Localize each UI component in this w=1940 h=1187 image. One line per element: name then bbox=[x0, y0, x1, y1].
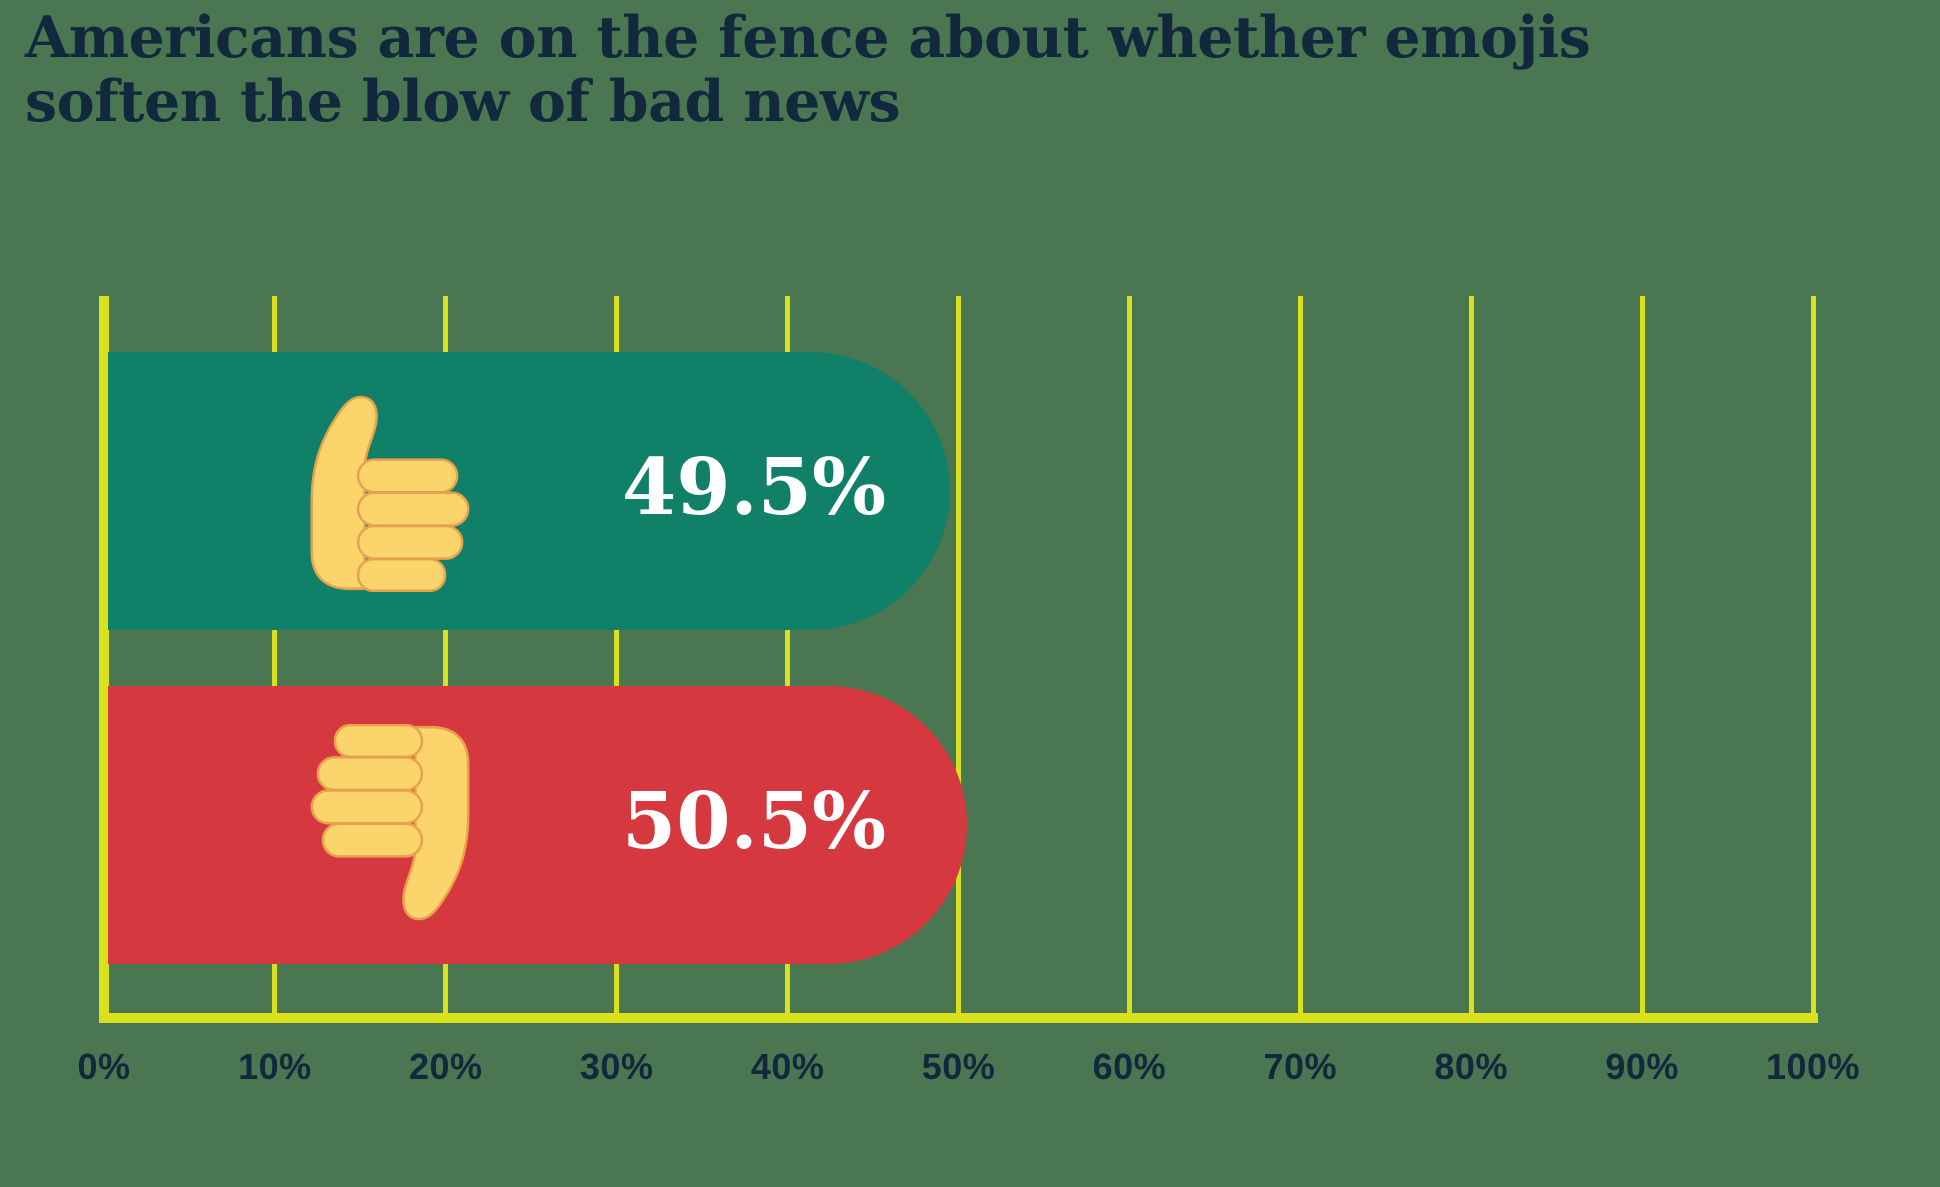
bar-thumbs-down: 50.5% bbox=[108, 686, 968, 964]
gridline bbox=[1297, 296, 1303, 1013]
x-tick-label: 30% bbox=[579, 1046, 654, 1087]
x-tick-label: 20% bbox=[409, 1046, 483, 1087]
x-tick-label: 10% bbox=[238, 1046, 312, 1087]
x-tick-label: 100% bbox=[1765, 1046, 1861, 1087]
chart-title-line-1: Americans are on the fence about whether… bbox=[25, 4, 1591, 71]
chart-title-line-2: soften the blow of bad news bbox=[25, 68, 901, 136]
gridline bbox=[272, 296, 278, 1013]
x-tick-label: 40% bbox=[750, 1046, 825, 1087]
gridline bbox=[1126, 296, 1132, 1013]
thumbs-up-icon bbox=[310, 395, 470, 592]
gridline bbox=[1810, 296, 1816, 1013]
x-tick-label: 50% bbox=[921, 1046, 996, 1087]
x-tick-label: 90% bbox=[1605, 1046, 1679, 1087]
gridline bbox=[1639, 296, 1645, 1013]
gridline bbox=[443, 296, 449, 1013]
gridline bbox=[956, 296, 961, 1013]
gridline bbox=[785, 296, 791, 1013]
chart-title: Americans are on the fence about whether… bbox=[25, 4, 1591, 136]
x-tick-label: 0% bbox=[77, 1046, 131, 1087]
x-axis-line bbox=[99, 1013, 1818, 1023]
x-tick-label: 80% bbox=[1434, 1046, 1508, 1087]
y-axis-line bbox=[99, 296, 109, 1023]
thumbs-down-icon bbox=[310, 724, 470, 921]
gridline bbox=[1468, 296, 1474, 1013]
bar-value-label: 50.5% bbox=[622, 775, 887, 867]
x-tick-label: 70% bbox=[1263, 1046, 1338, 1087]
gridline bbox=[614, 296, 620, 1013]
bar-value-label: 49.5% bbox=[622, 441, 887, 533]
x-tick-label: 60% bbox=[1092, 1046, 1167, 1087]
bar-thumbs-up: 49.5% bbox=[108, 352, 950, 630]
